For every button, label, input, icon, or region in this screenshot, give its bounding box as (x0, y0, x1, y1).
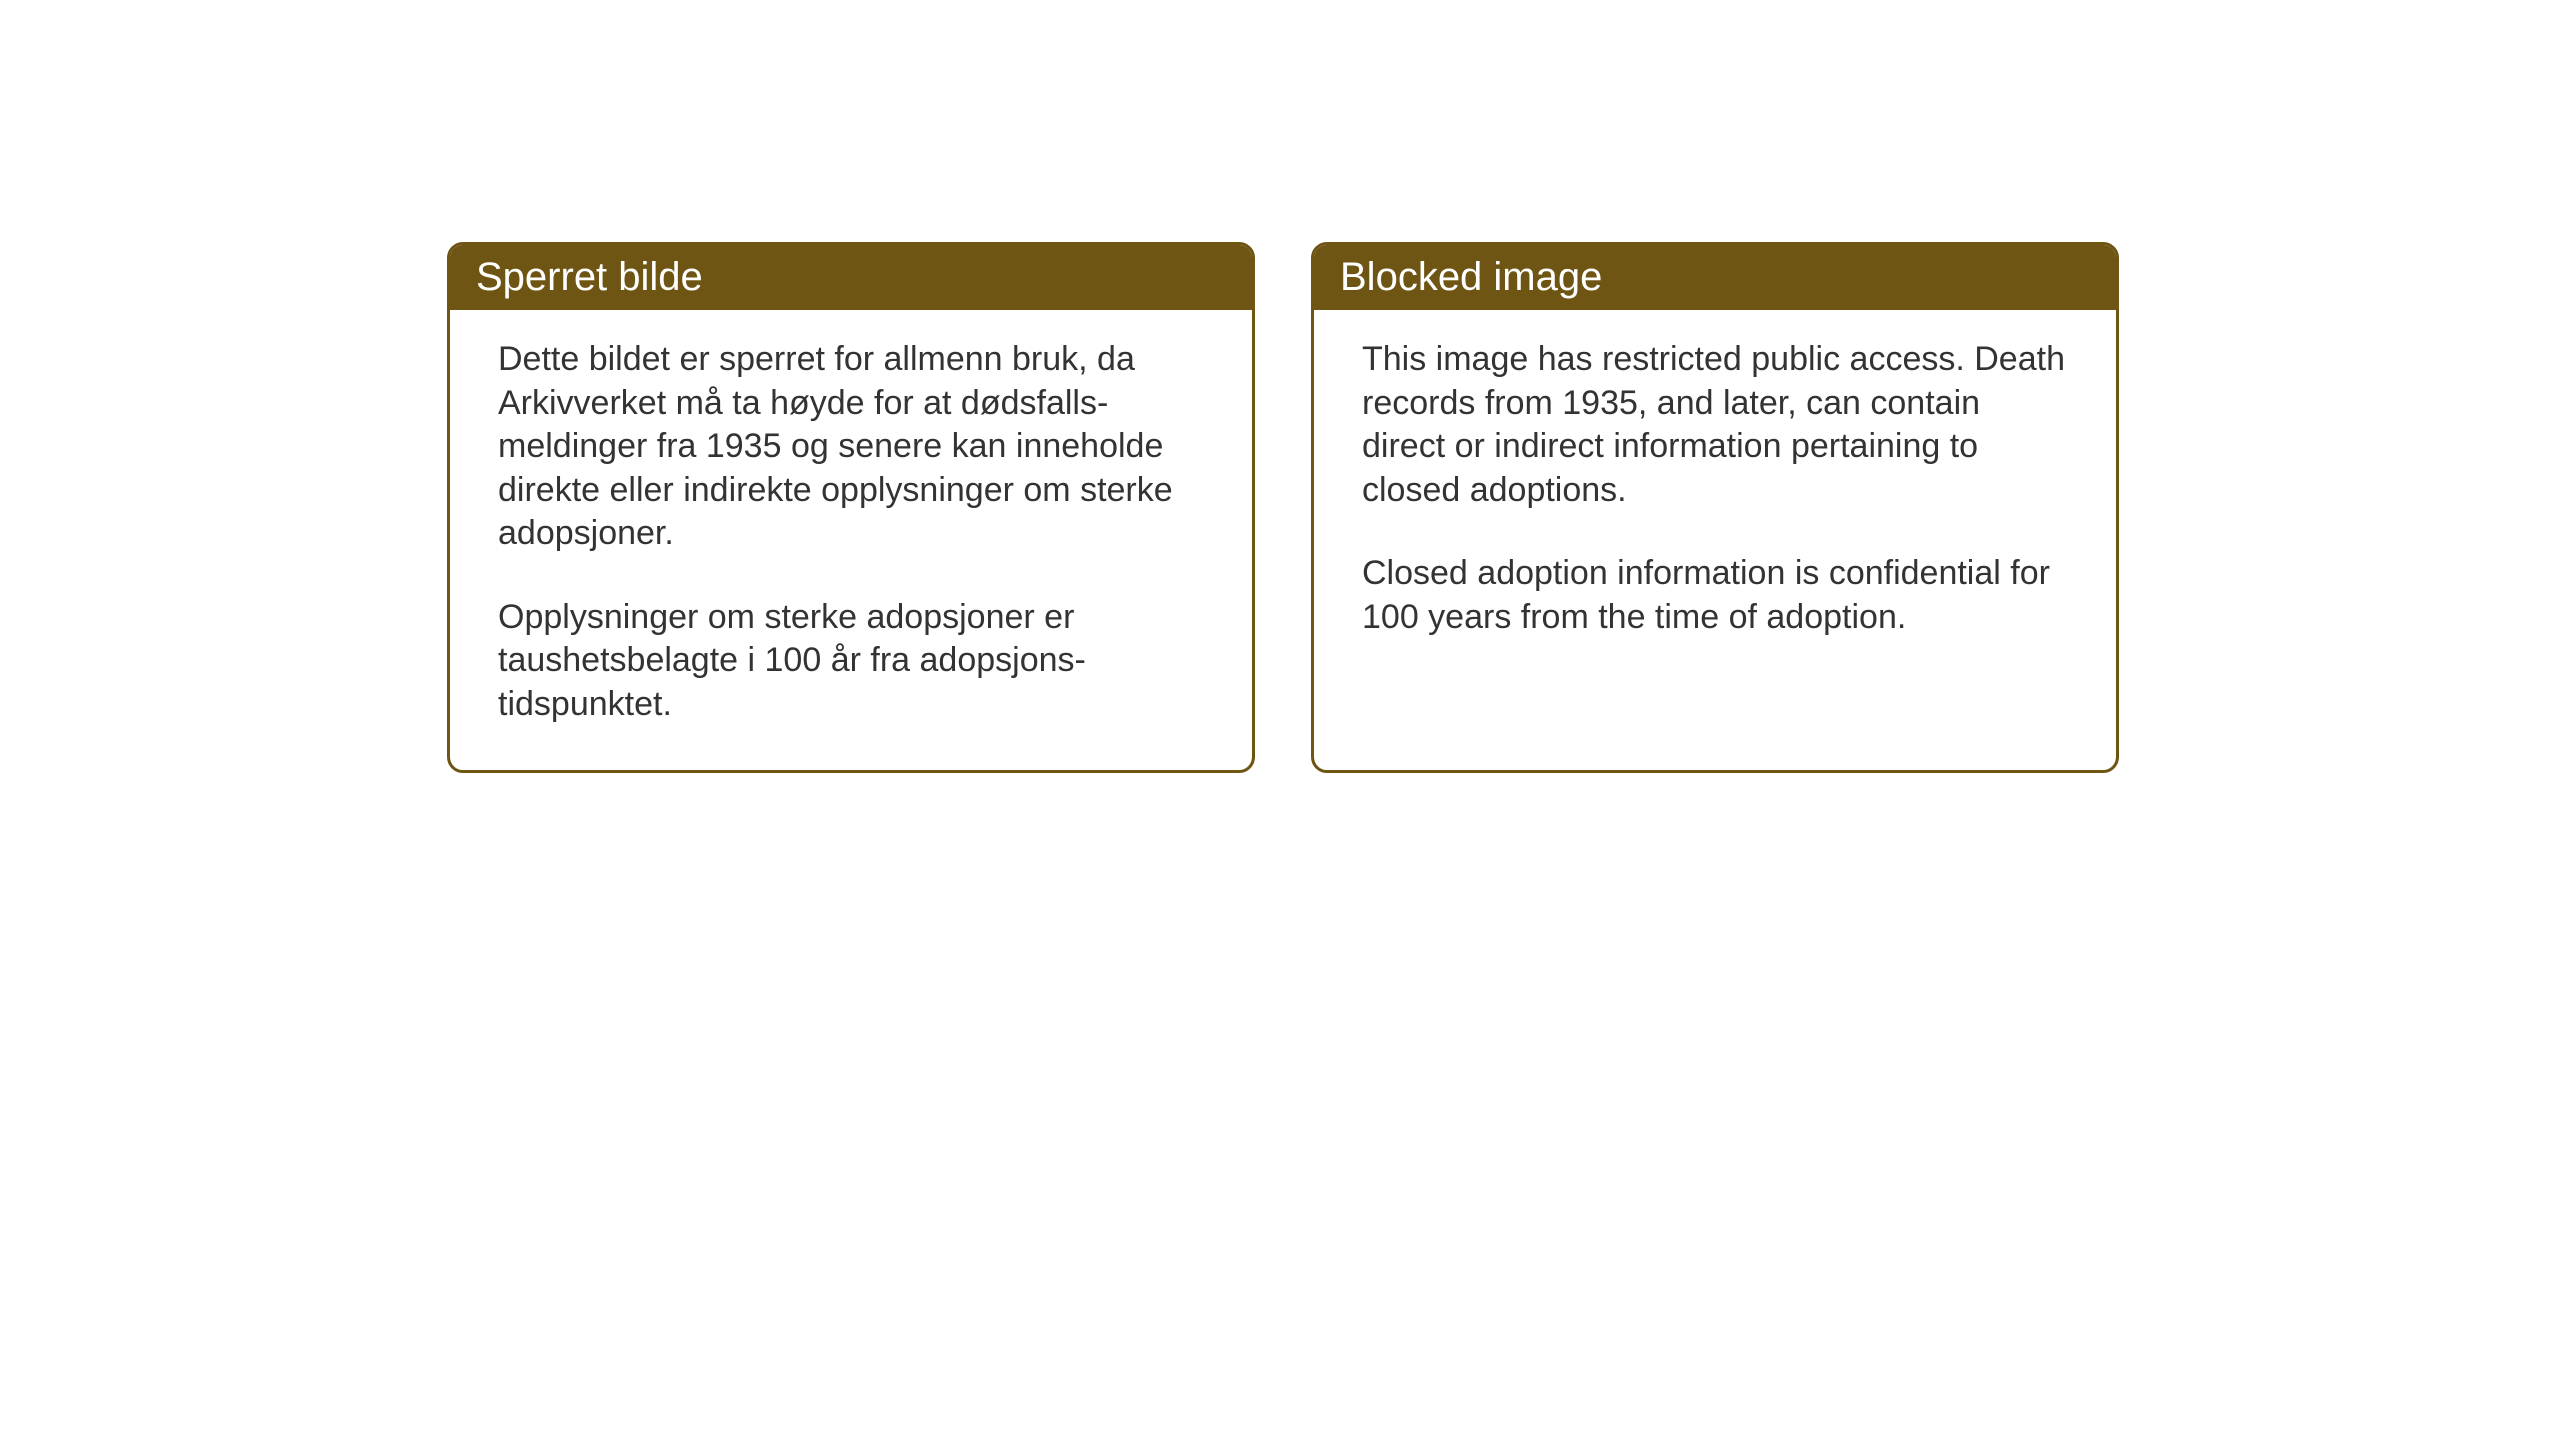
card-header-english: Blocked image (1314, 245, 2116, 310)
notice-card-norwegian: Sperret bilde Dette bildet er sperret fo… (447, 242, 1255, 773)
card-paragraph-norwegian-1: Dette bildet er sperret for allmenn bruk… (498, 338, 1204, 556)
card-paragraph-norwegian-2: Opplysninger om sterke adopsjoner er tau… (498, 596, 1204, 727)
card-body-norwegian: Dette bildet er sperret for allmenn bruk… (450, 310, 1252, 770)
card-paragraph-english-1: This image has restricted public access.… (1362, 338, 2068, 512)
card-title-norwegian: Sperret bilde (476, 255, 703, 299)
notice-container: Sperret bilde Dette bildet er sperret fo… (447, 242, 2119, 773)
card-body-english: This image has restricted public access.… (1314, 310, 2116, 683)
card-paragraph-english-2: Closed adoption information is confident… (1362, 552, 2068, 639)
card-header-norwegian: Sperret bilde (450, 245, 1252, 310)
notice-card-english: Blocked image This image has restricted … (1311, 242, 2119, 773)
card-title-english: Blocked image (1340, 255, 1602, 299)
